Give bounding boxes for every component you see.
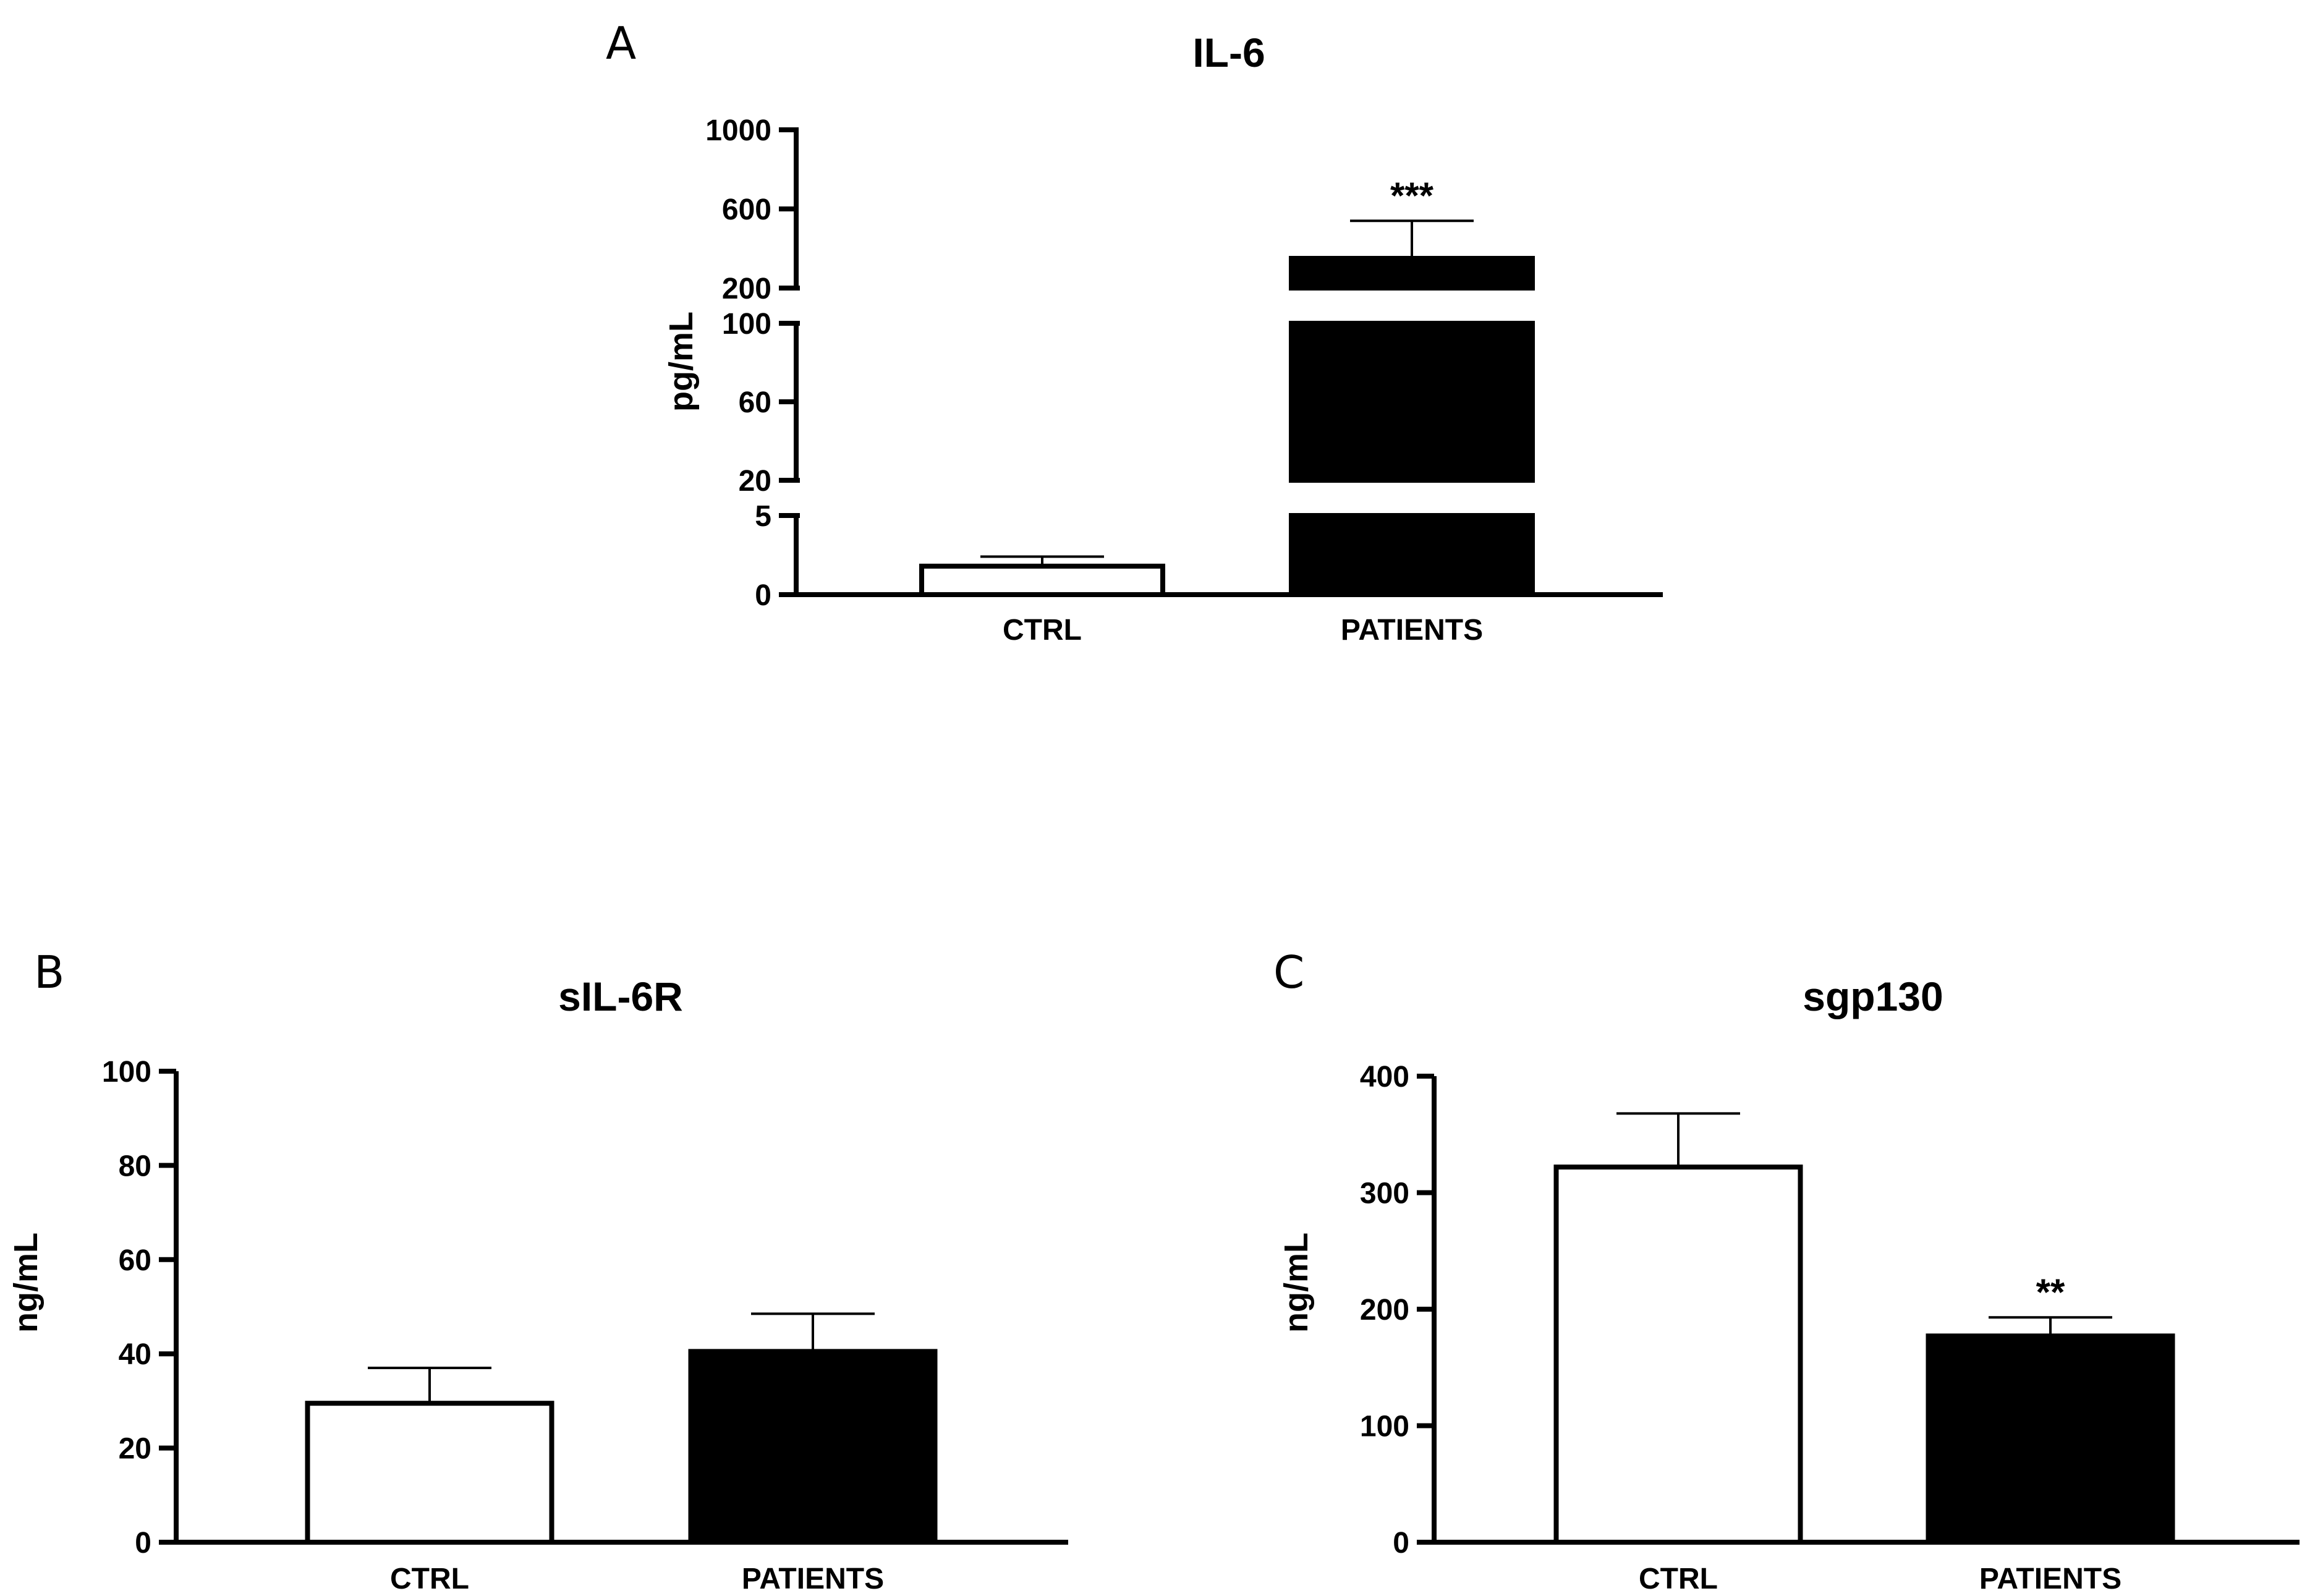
bar-patients-segment: [1289, 513, 1535, 597]
bar-patients: [1926, 1333, 2175, 1545]
y-tick-label: 200: [722, 273, 771, 305]
x-tick-label: CTRL: [1639, 1563, 1718, 1595]
y-tick-label: 80: [119, 1150, 151, 1182]
y-tick-label: 1000: [705, 114, 771, 147]
y-tick-label: 0: [755, 579, 771, 612]
y-tick-label: 40: [119, 1338, 151, 1371]
y-tick-label: 300: [1360, 1178, 1409, 1210]
bar-patients-segment: [1289, 321, 1535, 483]
chart-title: IL-6: [1192, 30, 1265, 75]
y-axis-title: ng/mL: [1278, 1233, 1315, 1333]
y-tick-label: 600: [722, 193, 771, 226]
y-tick-label: 0: [135, 1527, 151, 1560]
y-tick-label: 5: [755, 500, 771, 533]
significance-label: **: [2036, 1271, 2065, 1313]
y-tick-label: 60: [119, 1244, 151, 1277]
panel-letter: C: [1273, 946, 1304, 998]
bar-patients: [688, 1349, 938, 1545]
significance-label: ***: [1390, 175, 1434, 216]
x-tick-label: PATIENTS: [1341, 614, 1483, 647]
panel-letter: B: [34, 946, 64, 998]
y-axis-title: pg/mL: [663, 312, 700, 412]
y-tick-label: 100: [1360, 1411, 1409, 1443]
y-tick-label: 400: [1360, 1061, 1409, 1093]
panel-letter: A: [606, 17, 636, 69]
y-axis-title: ng/mL: [7, 1233, 45, 1333]
y-tick-label: 0: [1393, 1527, 1409, 1560]
bar-ctrl: [305, 1401, 554, 1545]
x-tick-label: PATIENTS: [742, 1563, 884, 1595]
bar-ctrl: [919, 563, 1165, 597]
bar-patients-segment: [1289, 256, 1535, 291]
x-tick-label: CTRL: [390, 1563, 469, 1595]
y-tick-label: 100: [102, 1056, 151, 1089]
y-tick-label: 60: [739, 386, 771, 419]
y-tick-label: 20: [739, 465, 771, 498]
x-tick-label: CTRL: [1003, 614, 1082, 647]
x-tick-label: PATIENTS: [1979, 1563, 2121, 1595]
chart-title: sIL-6R: [558, 974, 683, 1019]
bar-ctrl: [1553, 1165, 1803, 1545]
y-tick-label: 20: [119, 1433, 151, 1466]
y-tick-label: 100: [722, 308, 771, 341]
y-tick-label: 200: [1360, 1294, 1409, 1326]
chart-title: sgp130: [1803, 974, 1943, 1019]
